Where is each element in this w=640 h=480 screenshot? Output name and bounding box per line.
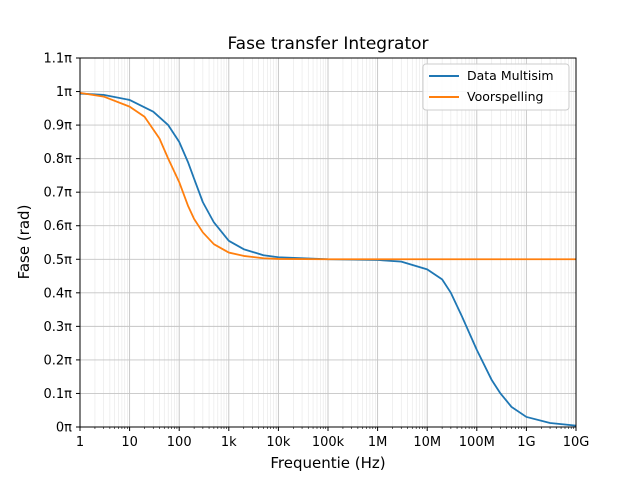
- legend-label-voorspelling: Voorspelling: [467, 89, 543, 104]
- x-tick-label: 1: [76, 435, 84, 450]
- y-tick-label: 0.2π: [43, 353, 72, 368]
- legend-box: [422, 63, 570, 111]
- y-tick-label: 0.3π: [43, 320, 72, 335]
- x-tick-label: 100: [167, 435, 192, 450]
- y-tick-label: 0π: [56, 421, 72, 436]
- y-tick-label: 0.7π: [43, 186, 72, 201]
- x-tick-label: 1k: [221, 435, 237, 450]
- y-tick-label: 0.5π: [43, 253, 72, 268]
- series-group: [79, 92, 577, 427]
- y-tick-label: 0.4π: [43, 286, 72, 301]
- ticks: 1 10 100 1k 10k 100k 1M 10M 100M 1G 10G 0π 0.1π 0.2π 0…: [43, 52, 589, 451]
- legend: Data Multisim Voorspelling: [422, 63, 570, 111]
- x-tick-label: 100k: [312, 435, 345, 450]
- x-tick-label: 10k: [266, 435, 291, 450]
- y-tick-label: 0.9π: [43, 119, 72, 134]
- x-tick-label: 10: [121, 435, 138, 450]
- x-tick-label: 1G: [517, 435, 535, 450]
- y-tick-label: 0.1π: [43, 387, 72, 402]
- y-tick-label: 0.8π: [43, 152, 72, 167]
- y-tick-label: 0.6π: [43, 219, 72, 234]
- x-tick-label: 1M: [368, 435, 388, 450]
- legend-label-data-multisim: Data Multisim: [467, 68, 554, 83]
- chart-title: Fase transfer Integrator: [227, 34, 428, 54]
- y-tick-label: 1.1π: [43, 52, 72, 67]
- x-tick-label: 10M: [413, 435, 441, 450]
- y-axis-label: Fase (rad): [15, 205, 33, 280]
- x-axis-label: Frequentie (Hz): [270, 454, 385, 472]
- x-tick-label: 100M: [459, 435, 495, 450]
- y-tick-label: 1π: [56, 85, 72, 100]
- x-tick-label: 10G: [563, 435, 590, 450]
- series-line-voorspelling: [79, 92, 576, 261]
